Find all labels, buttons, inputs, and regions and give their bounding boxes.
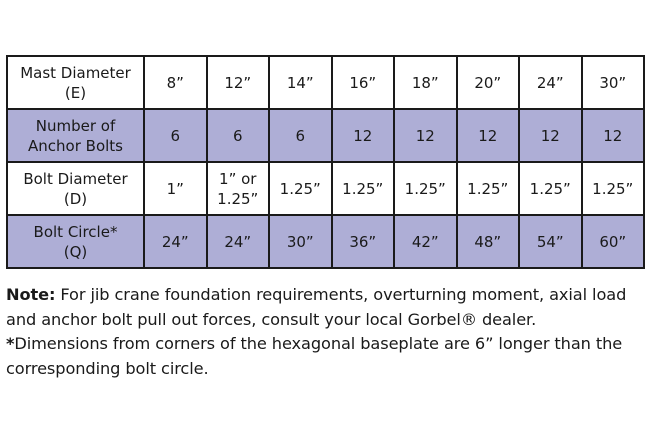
row-header: Bolt Diameter (D) [6, 161, 145, 216]
cell-value: 12 [353, 126, 373, 145]
table-cell: 12” [205, 55, 270, 110]
table-cell: 30” [268, 214, 333, 269]
row-header: Bolt Circle* (Q) [6, 214, 145, 269]
note-text: Note: For jib crane foundation requireme… [6, 283, 646, 381]
cell-value: 1.25” [592, 179, 634, 198]
table-row: Mast Diameter (E) 8” 12” 14” 16” 18” 20” 24” 30” [6, 55, 645, 110]
table-cell: 16” [330, 55, 395, 110]
table-cell: 24” [205, 214, 270, 269]
cell-value: 12” [224, 73, 252, 92]
cell-value: 16” [349, 73, 377, 92]
cell-value: 36” [349, 232, 377, 251]
table-row: Bolt Circle* (Q) 24” 24” 30” 36” 42” 48” 54” 60” [6, 214, 645, 269]
cell-value: 1” or 1.25” [217, 169, 259, 208]
table-row: Number of Anchor Bolts 6 6 6 12 12 12 12 12 [6, 108, 645, 163]
cell-value: 12 [478, 126, 498, 145]
table-cell: 1.25” [455, 161, 520, 216]
cell-value: 48” [474, 232, 502, 251]
table-row: Bolt Diameter (D) 1” 1” or 1.25” 1.25” 1.25”… [6, 161, 645, 216]
row-header: Number of Anchor Bolts [6, 108, 145, 163]
cell-value: 12 [603, 126, 623, 145]
cell-value: 30” [599, 73, 627, 92]
cell-value: 1.25” [279, 179, 321, 198]
table-cell: 42” [393, 214, 458, 269]
cell-value: 60” [599, 232, 627, 251]
footnote-asterisk: * [6, 334, 15, 353]
bolt-spec-table: Mast Diameter (E) 8” 12” 14” 16” 18” 20” 24” 30”… [6, 55, 645, 269]
table-cell: 6 [143, 108, 208, 163]
table-cell: 48” [455, 214, 520, 269]
table-cell: 12 [455, 108, 520, 163]
row-header-label: Bolt Circle* (Q) [33, 222, 118, 261]
table-cell: 12 [518, 108, 583, 163]
cell-value: 1.25” [467, 179, 509, 198]
cell-value: 12 [415, 126, 435, 145]
cell-value: 24” [161, 232, 189, 251]
table-cell: 1.25” [518, 161, 583, 216]
row-header-label: Bolt Diameter (D) [23, 169, 128, 208]
cell-value: 1.25” [404, 179, 446, 198]
footnote-body: Dimensions from corners of the hexagonal… [6, 334, 623, 378]
table-cell: 1.25” [330, 161, 395, 216]
table-cell: 12 [393, 108, 458, 163]
cell-value: 1” [166, 179, 184, 198]
note-label: Note: [6, 285, 56, 304]
table-cell: 30” [580, 55, 645, 110]
table-cell: 1” or 1.25” [205, 161, 270, 216]
cell-value: 6 [232, 126, 243, 145]
table-cell: 36” [330, 214, 395, 269]
table-cell: 54” [518, 214, 583, 269]
note-body: For jib crane foundation requirements, o… [6, 285, 627, 329]
cell-value: 18” [411, 73, 439, 92]
table-cell: 1.25” [580, 161, 645, 216]
table-cell: 1.25” [268, 161, 333, 216]
cell-value: 42” [411, 232, 439, 251]
cell-value: 8” [166, 73, 184, 92]
cell-value: 20” [474, 73, 502, 92]
table-cell: 1” [143, 161, 208, 216]
cell-value: 24” [536, 73, 564, 92]
table-cell: 14” [268, 55, 333, 110]
cell-value: 1.25” [342, 179, 384, 198]
table-cell: 18” [393, 55, 458, 110]
table-cell: 12 [330, 108, 395, 163]
table-cell: 1.25” [393, 161, 458, 216]
table-cell: 24” [518, 55, 583, 110]
table-cell: 20” [455, 55, 520, 110]
cell-value: 54” [536, 232, 564, 251]
row-header: Mast Diameter (E) [6, 55, 145, 110]
table-cell: 6 [205, 108, 270, 163]
row-header-label: Mast Diameter (E) [20, 63, 131, 102]
cell-value: 14” [286, 73, 314, 92]
table-cell: 24” [143, 214, 208, 269]
cell-value: 12 [540, 126, 560, 145]
cell-value: 1.25” [529, 179, 571, 198]
table-cell: 60” [580, 214, 645, 269]
cell-value: 30” [286, 232, 314, 251]
cell-value: 24” [224, 232, 252, 251]
table-cell: 12 [580, 108, 645, 163]
table-cell: 6 [268, 108, 333, 163]
cell-value: 6 [295, 126, 306, 145]
cell-value: 6 [170, 126, 181, 145]
row-header-label: Number of Anchor Bolts [28, 116, 123, 155]
table-cell: 8” [143, 55, 208, 110]
